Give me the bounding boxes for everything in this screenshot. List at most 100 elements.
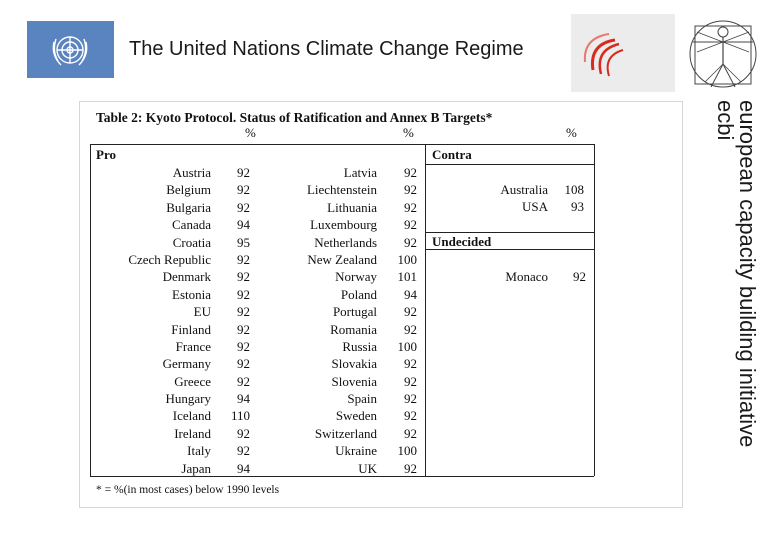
target-pct: 92 bbox=[404, 408, 417, 424]
country-name: Austria bbox=[172, 165, 211, 180]
target-pct: 101 bbox=[397, 269, 418, 285]
divider-undecided-bottom bbox=[425, 249, 594, 250]
country-name: Hungary bbox=[165, 391, 212, 407]
target-pct: 92 bbox=[404, 321, 417, 337]
target-pct: 92 bbox=[237, 182, 250, 198]
target-pct: 94 bbox=[237, 391, 250, 407]
border-left bbox=[90, 144, 91, 476]
pct-header-pro2: % bbox=[403, 125, 414, 140]
divider-vertical bbox=[425, 144, 426, 476]
target-pct: 92 bbox=[237, 443, 250, 459]
pro-col1-countries: Austria Belgium Bulgaria Canada Croatia Czech… bbox=[128, 164, 211, 477]
undecided-percentages: 92 bbox=[573, 268, 586, 285]
kyoto-status-table: Table 2: Kyoto Protocol. Status of Ratif… bbox=[79, 101, 683, 508]
target-pct: 92 bbox=[404, 182, 417, 198]
country-name: Portugal bbox=[332, 304, 377, 320]
divider-contra bbox=[425, 164, 594, 165]
target-pct: 100 bbox=[397, 338, 418, 354]
country-name: Luxembourg bbox=[310, 217, 377, 233]
target-pct: 92 bbox=[237, 269, 250, 285]
country-name: USA bbox=[521, 199, 548, 215]
target-pct: 92 bbox=[237, 304, 250, 320]
pro-col1-percentages: 92 92 92 94 95 92 92 92 92 92 92 92 92 94 110 92 92 94 bbox=[231, 164, 250, 477]
side-text-line1: european capacity building initiative bbox=[735, 100, 760, 448]
page-title: The United Nations Climate Change Regime bbox=[129, 38, 524, 60]
country-name: Poland bbox=[340, 286, 377, 302]
country-name: Iceland bbox=[172, 408, 211, 424]
target-pct: 100 bbox=[397, 251, 418, 267]
pro-col2-countries: Latvia Liechtenstein Lithuania Luxembourg Ne… bbox=[307, 164, 377, 477]
country-name: Russia bbox=[342, 338, 377, 354]
divider-top bbox=[90, 144, 594, 145]
country-name: Spain bbox=[347, 391, 377, 407]
country-name: Lithuania bbox=[327, 199, 377, 215]
divider-bottom bbox=[90, 476, 594, 477]
country-name: Belgium bbox=[166, 182, 211, 198]
country-name: Finland bbox=[171, 321, 211, 337]
target-pct: 110 bbox=[230, 408, 250, 424]
vitruvian-man-logo bbox=[683, 12, 763, 102]
target-pct: 92 bbox=[404, 373, 417, 389]
target-pct: 93 bbox=[571, 199, 584, 215]
target-pct: 94 bbox=[237, 217, 250, 233]
country-name: EU bbox=[193, 304, 211, 320]
country-name: Ukraine bbox=[335, 443, 377, 459]
country-name: Estonia bbox=[172, 286, 211, 302]
country-name: Croatia bbox=[172, 234, 211, 250]
ecbi-side-label: european capacity building initiative ec… bbox=[696, 100, 760, 518]
country-name: Australia bbox=[500, 182, 548, 197]
country-name: Italy bbox=[187, 443, 211, 459]
country-name: Sweden bbox=[335, 408, 377, 424]
target-pct: 108 bbox=[564, 182, 585, 197]
country-name: Greece bbox=[174, 373, 211, 389]
undecided-header: Undecided bbox=[432, 234, 492, 249]
country-name: France bbox=[175, 338, 211, 354]
target-pct: 92 bbox=[237, 199, 250, 215]
target-pct: 100 bbox=[397, 443, 418, 459]
country-name: Canada bbox=[172, 217, 211, 233]
table-footnote: * = %(in most cases) below 1990 levels bbox=[96, 484, 280, 496]
target-pct: 92 bbox=[573, 269, 586, 284]
target-pct: 92 bbox=[404, 460, 417, 476]
target-pct: 92 bbox=[237, 373, 250, 389]
target-pct: 92 bbox=[237, 251, 250, 267]
country-name: UK bbox=[358, 460, 377, 476]
country-name: New Zealand bbox=[307, 251, 377, 267]
pct-header-contra: % bbox=[566, 125, 577, 140]
country-name: Bulgaria bbox=[166, 199, 211, 215]
target-pct: 92 bbox=[404, 217, 417, 233]
country-name: Czech Republic bbox=[128, 251, 211, 267]
target-pct: 92 bbox=[237, 321, 250, 337]
target-pct: 92 bbox=[237, 165, 250, 180]
target-pct: 92 bbox=[237, 425, 250, 441]
target-pct: 92 bbox=[404, 165, 417, 180]
target-pct: 92 bbox=[404, 391, 417, 407]
target-pct: 94 bbox=[237, 460, 250, 476]
side-text-line2: ecbi bbox=[713, 100, 738, 141]
target-pct: 92 bbox=[404, 199, 417, 215]
table-title: Table 2: Kyoto Protocol. Status of Ratif… bbox=[96, 110, 493, 125]
country-name: Romania bbox=[330, 321, 377, 337]
contra-percentages: 108 93 bbox=[565, 181, 585, 216]
country-name: Latvia bbox=[343, 165, 377, 180]
undecided-countries: Monaco bbox=[505, 268, 548, 285]
pro-header: Pro bbox=[96, 147, 116, 162]
country-name: Liechtenstein bbox=[306, 182, 377, 198]
country-name: Germany bbox=[162, 356, 211, 372]
un-emblem-icon bbox=[52, 36, 88, 66]
border-right bbox=[594, 144, 595, 476]
pct-header-pro1: % bbox=[245, 125, 256, 140]
contra-countries: Australia USA bbox=[500, 181, 548, 216]
country-name: Japan bbox=[181, 460, 211, 476]
target-pct: 92 bbox=[404, 304, 417, 320]
country-name: Ireland bbox=[174, 425, 211, 441]
target-pct: 92 bbox=[237, 356, 250, 372]
target-pct: 92 bbox=[404, 234, 417, 250]
divider-undecided-top bbox=[425, 232, 594, 233]
contra-header: Contra bbox=[432, 147, 472, 162]
country-name: Slovenia bbox=[331, 373, 378, 389]
unfccc-logo bbox=[571, 14, 675, 92]
target-pct: 95 bbox=[237, 234, 250, 250]
target-pct: 94 bbox=[404, 286, 417, 302]
target-pct: 92 bbox=[237, 286, 250, 302]
